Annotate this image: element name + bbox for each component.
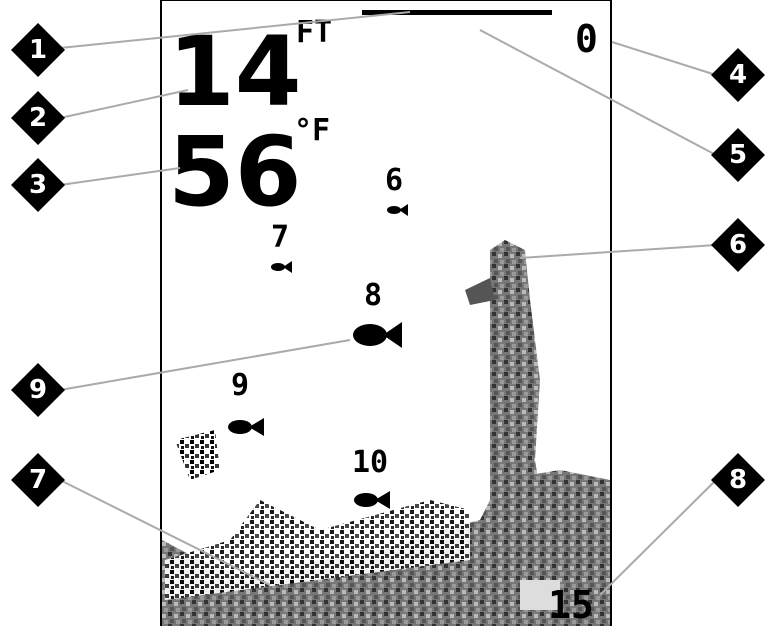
temperature-readout: 56: [168, 116, 302, 228]
callout-number: 4: [729, 60, 747, 90]
bottom-scale: 15: [548, 583, 594, 626]
top-scale: 0: [575, 17, 598, 61]
callout-number: 1: [29, 35, 47, 65]
callout-number: 5: [729, 140, 747, 170]
fish-depth-label: 9: [231, 368, 249, 403]
fish-depth-label: 7: [271, 220, 289, 255]
callout-number: 8: [729, 465, 747, 495]
callout-number: 7: [29, 465, 47, 495]
fish-depth-label: 6: [385, 163, 403, 198]
depth-readout: 14: [168, 16, 302, 128]
temperature-unit: °F: [294, 113, 330, 148]
callout-number: 2: [29, 103, 47, 133]
sonar-diagram: 14 FT 56 °F 0 15 6 7 8 9 10 123456789: [0, 0, 766, 626]
callout-number: 9: [29, 375, 47, 405]
callout-number: 3: [29, 170, 47, 200]
callout-number: 6: [729, 230, 747, 260]
fish-depth-label: 10: [352, 445, 388, 480]
fish-depth-label: 8: [364, 278, 382, 313]
